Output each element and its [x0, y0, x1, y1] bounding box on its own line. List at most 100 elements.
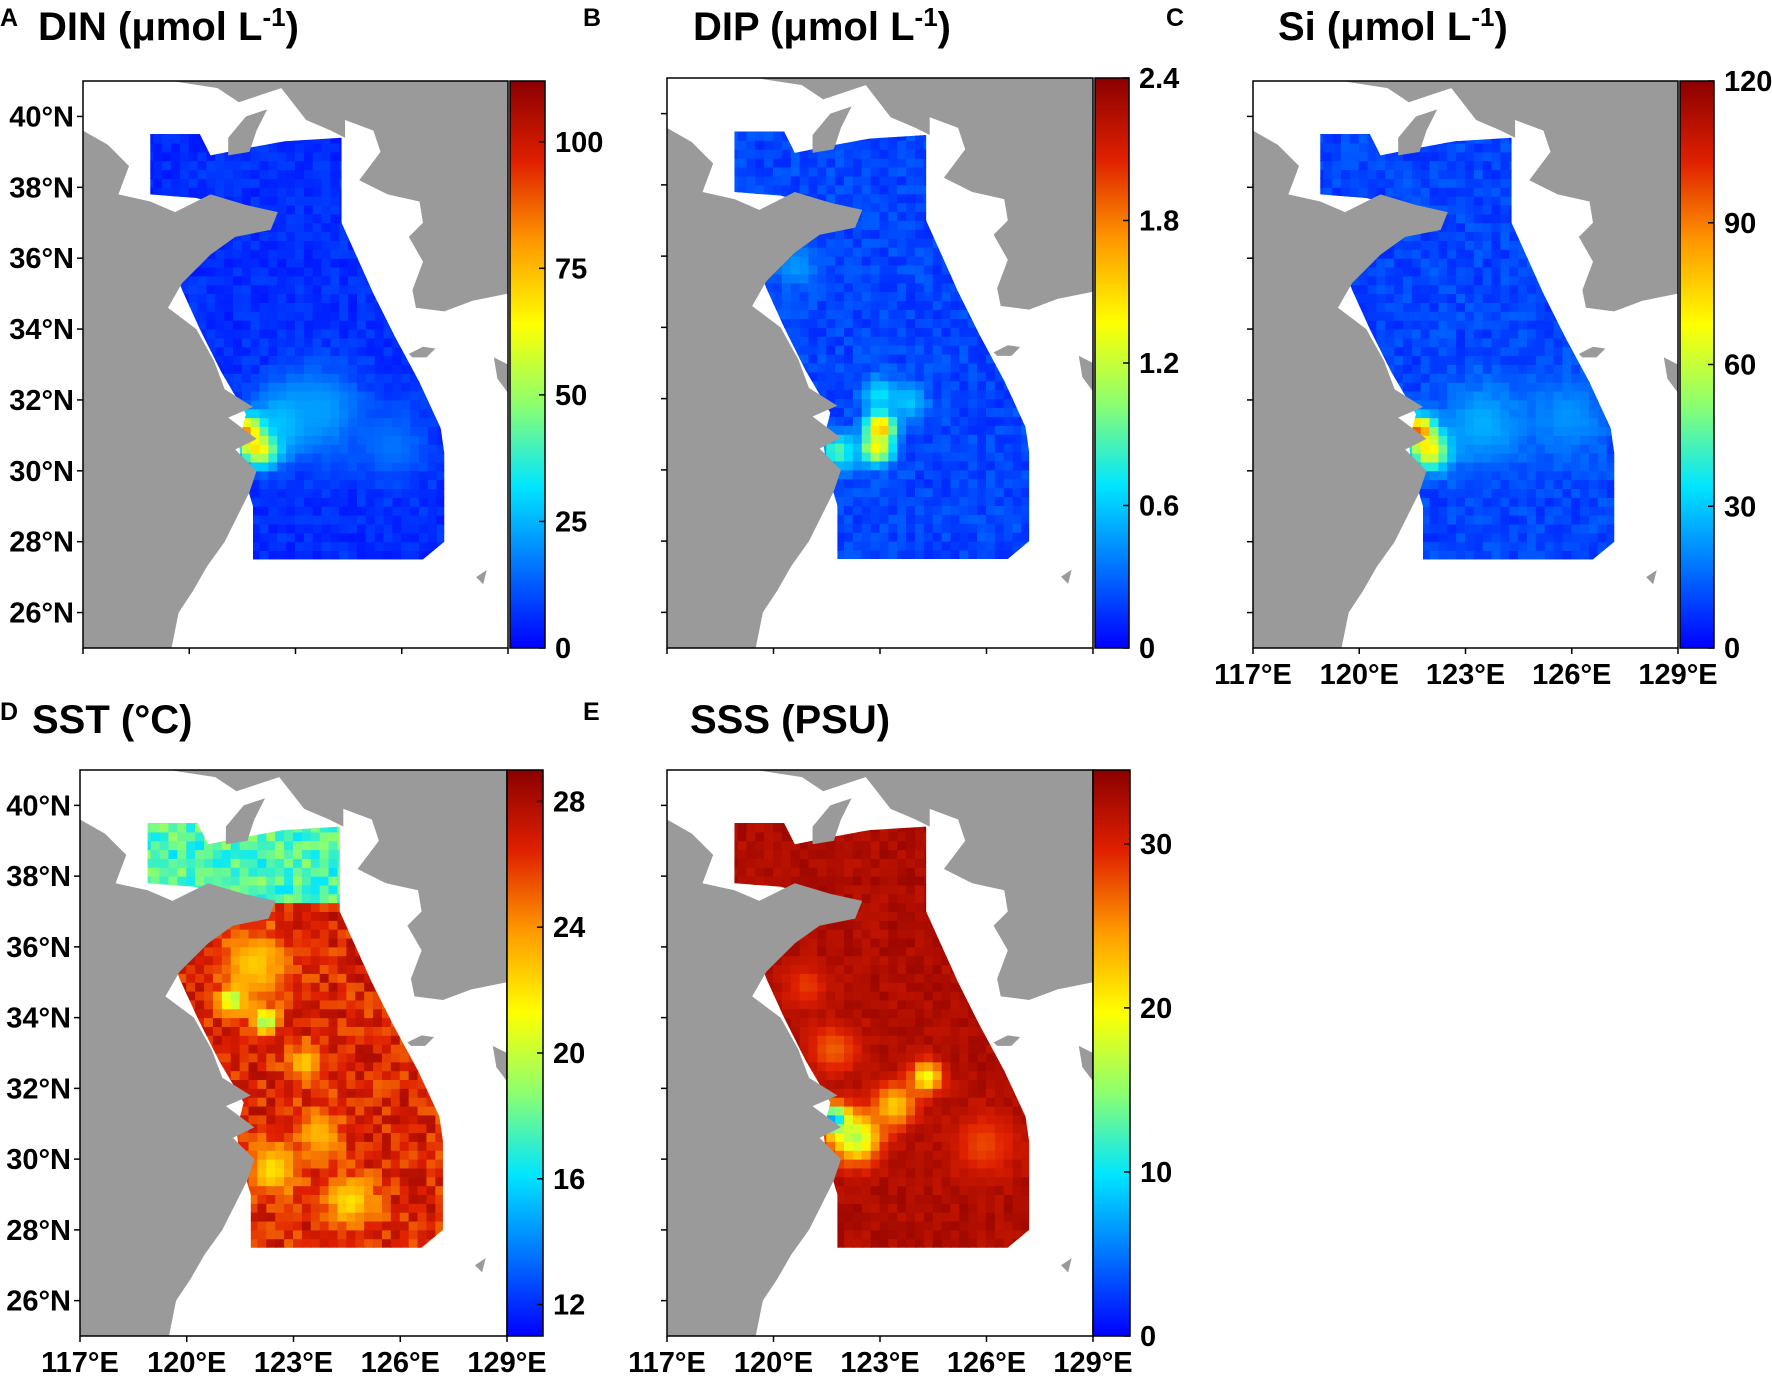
- land-layer: [83, 81, 508, 648]
- y-tick-label: 38°N: [9, 172, 74, 204]
- x-tick-label: 120°E: [1320, 659, 1399, 691]
- x-tick-label: 120°E: [734, 1347, 813, 1378]
- title-end: ): [286, 5, 299, 49]
- title-end: ): [1494, 5, 1507, 49]
- dalian-peninsula: [812, 798, 852, 845]
- ryukyu-island: [476, 570, 487, 585]
- dalian-peninsula: [812, 106, 852, 153]
- title-superscript: -1: [915, 2, 938, 32]
- x-tick-label: 126°E: [947, 1347, 1026, 1378]
- colorbar-tick-label: 75: [555, 253, 587, 285]
- china-land: [667, 78, 930, 135]
- japan-land: [1078, 1045, 1093, 1082]
- title-superscript: -1: [262, 2, 285, 32]
- colorbar: [509, 80, 546, 649]
- jeju-island: [407, 1035, 435, 1046]
- colorbar-tick-label: 30: [1140, 829, 1172, 861]
- x-tick-label: 117°E: [41, 1347, 119, 1378]
- dalian-peninsula: [225, 798, 266, 845]
- colorbar-tick-label: 20: [553, 1038, 585, 1070]
- dalian-peninsula: [228, 109, 268, 156]
- colorbar-tick-label: 28: [553, 786, 585, 818]
- y-tick-label: 34°N: [9, 314, 74, 346]
- colorbar-tick-label: 0: [1140, 1321, 1156, 1353]
- y-tick-label: 28°N: [6, 1215, 71, 1247]
- y-tick-label: 36°N: [9, 243, 74, 275]
- y-tick-label: 36°N: [6, 932, 71, 964]
- china-mainland: [667, 819, 863, 1336]
- panel-title: SST (°C): [32, 698, 192, 742]
- x-tick-label: 126°E: [361, 1347, 440, 1378]
- panel-d: 40°N 38°N 36°N 34°N 32°N 30°N 28°N 26°N 117°E 120…: [0, 698, 585, 1378]
- korea-land: [1508, 81, 1678, 312]
- x-tick-label: 117°E: [628, 1347, 706, 1378]
- y-tick-label: 32°N: [6, 1073, 71, 1105]
- colorbar-tick-label: 0.6: [1139, 491, 1179, 523]
- jeju-island: [1578, 346, 1606, 358]
- ryukyu-island: [1061, 569, 1072, 584]
- y-tick-label: 34°N: [6, 1003, 71, 1035]
- panel-title: DIN (μmol L-1): [38, 2, 299, 49]
- y-tick-label: 26°N: [9, 598, 74, 630]
- y-tick-label: 32°N: [9, 385, 74, 417]
- y-tick-label: 28°N: [9, 527, 74, 559]
- korea-land: [336, 770, 507, 1000]
- japan-land: [493, 357, 508, 393]
- title-superscript: -1: [1471, 2, 1494, 32]
- colorbar-tick-label: 0: [555, 633, 571, 665]
- japan-land: [492, 1045, 507, 1082]
- y-tick-label: 26°N: [6, 1286, 71, 1318]
- colorbar-tick-label: 2.4: [1139, 63, 1179, 95]
- panel-title: DIP (μmol L-1): [693, 2, 951, 49]
- x-tick-label: 123°E: [1426, 659, 1505, 691]
- land-layer: [1253, 81, 1678, 648]
- china-mainland: [667, 127, 863, 648]
- panel-letter: A: [0, 4, 18, 32]
- land-layer: [667, 78, 1093, 648]
- colorbar-tick-label: 10: [1140, 1157, 1172, 1189]
- panel-letter: C: [1166, 4, 1184, 32]
- china-land: [83, 81, 346, 138]
- china-land: [667, 770, 930, 827]
- ryukyu-island: [1646, 570, 1657, 585]
- y-tick-label: 30°N: [9, 456, 74, 488]
- china-mainland: [83, 130, 278, 648]
- colorbar-tick-label: 0: [1139, 633, 1155, 665]
- colorbar-tick-label: 1.8: [1139, 206, 1179, 238]
- jeju-island: [408, 346, 436, 358]
- colorbar-tick-label: 24: [553, 912, 585, 944]
- china-land: [80, 770, 344, 827]
- x-tick-label: 120°E: [147, 1347, 226, 1378]
- y-tick-label: 38°N: [6, 861, 71, 893]
- colorbar-tick-label: 25: [555, 506, 587, 538]
- colorbar-tick-label: 0: [1724, 633, 1740, 665]
- korea-land: [922, 78, 1093, 310]
- y-tick-label: 30°N: [6, 1144, 71, 1176]
- colorbar-tick-label: 60: [1724, 350, 1756, 382]
- panel-b: 0 0.6 1.2 1.8 2.4 B DIP (μmol L-1): [583, 2, 1179, 665]
- jeju-island: [993, 345, 1021, 356]
- ryukyu-island: [474, 1258, 486, 1273]
- korea-land: [922, 770, 1093, 1000]
- panel-letter: B: [583, 4, 601, 32]
- japan-land: [1663, 357, 1678, 393]
- jeju-island: [993, 1035, 1021, 1046]
- colorbar-tick-label: 1.2: [1139, 348, 1179, 380]
- title-end: ): [938, 5, 951, 49]
- colorbar-tick-label: 30: [1724, 491, 1756, 523]
- japan-land: [1078, 355, 1093, 392]
- x-tick-label: 123°E: [254, 1347, 333, 1378]
- panel-c: 117°E 120°E 123°E 126°E 129°E0 30 60 90 120 C Si (…: [1166, 2, 1772, 691]
- colorbar-tick-label: 16: [553, 1164, 585, 1196]
- panel-letter: D: [0, 698, 18, 726]
- panel-title: Si (μmol L-1): [1278, 2, 1508, 49]
- panel-a: 40°N 38°N 36°N 34°N 32°N 30°N 28°N 26°N 0 25 50 75 1…: [0, 2, 603, 665]
- land-layer: [667, 770, 1093, 1336]
- colorbar-tick-label: 120: [1724, 66, 1772, 98]
- colorbar-tick-label: 12: [553, 1290, 585, 1322]
- y-tick-label: 40°N: [9, 101, 74, 133]
- colorbar-tick-label: 50: [555, 380, 587, 412]
- colorbar: [1092, 769, 1131, 1337]
- china-mainland: [80, 819, 276, 1336]
